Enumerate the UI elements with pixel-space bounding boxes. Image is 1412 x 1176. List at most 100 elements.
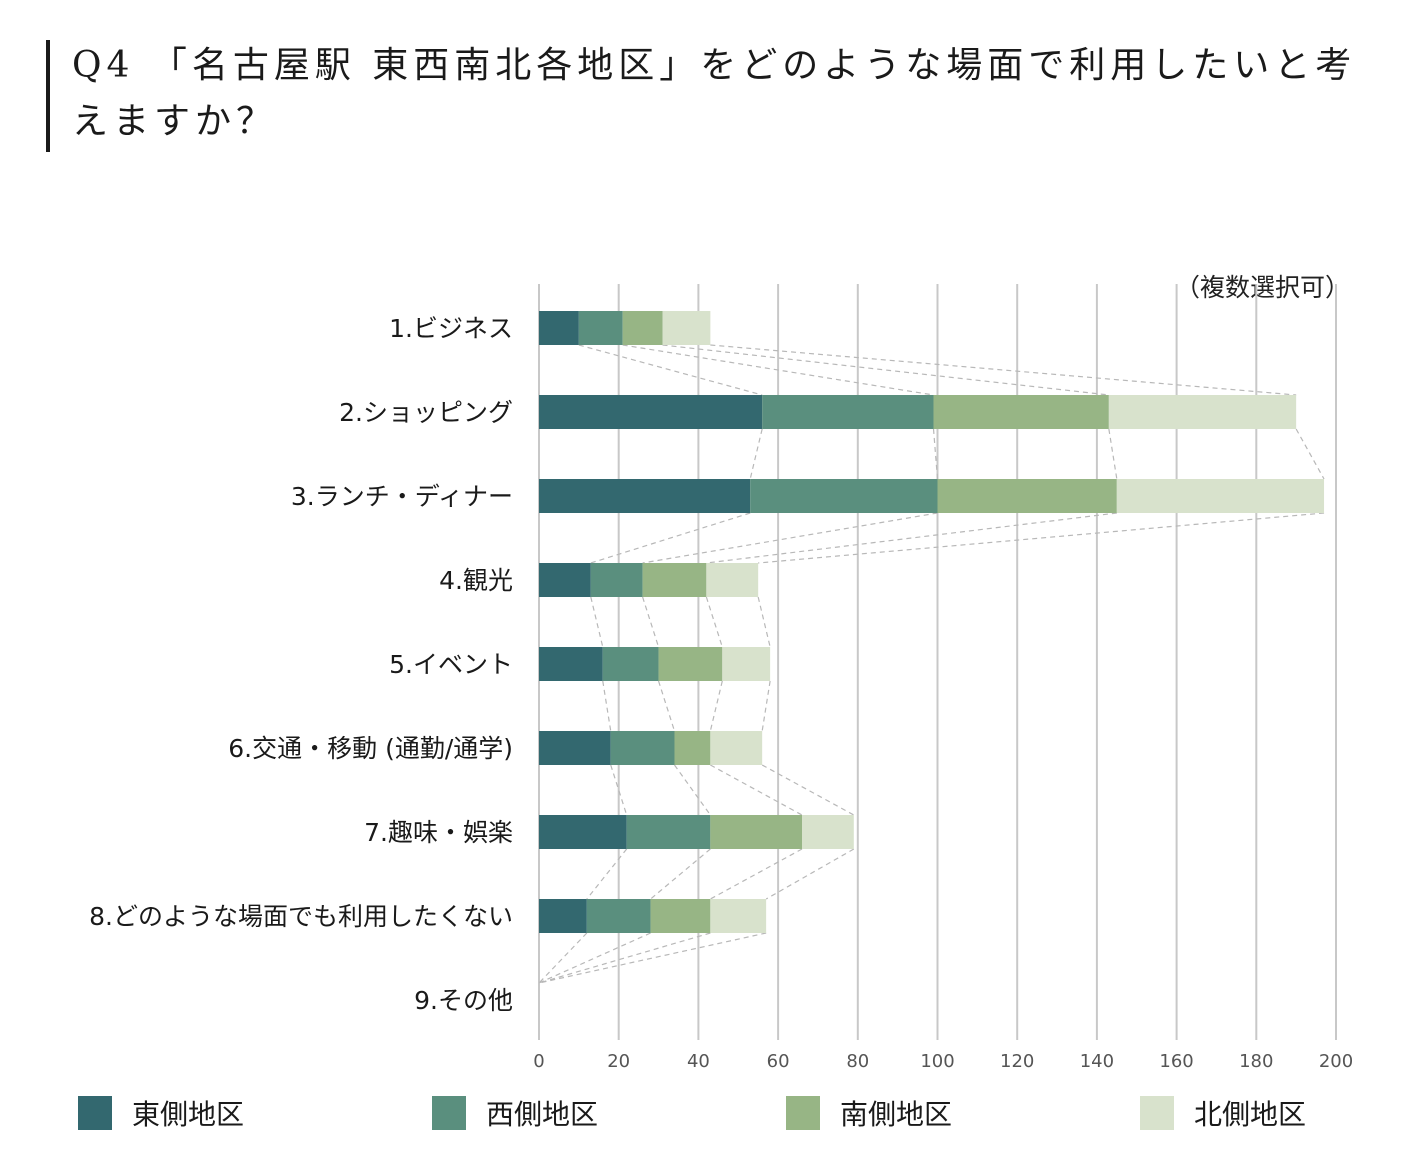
x-tick-label: 180 — [1239, 1051, 1273, 1072]
connector-line — [705, 596, 723, 648]
bar-segment — [586, 899, 651, 933]
bar-segment — [937, 479, 1117, 513]
bar-segment — [710, 899, 767, 933]
connector-line — [710, 848, 803, 900]
x-tick-label: 200 — [1319, 1051, 1353, 1072]
connector-line — [538, 932, 711, 984]
connector-line — [642, 512, 938, 564]
connector-line — [674, 764, 711, 816]
bar-segment — [622, 311, 663, 345]
bar-segment — [650, 899, 711, 933]
connector-line — [706, 512, 1117, 564]
bar-segment — [762, 395, 934, 429]
connector-line — [578, 344, 763, 396]
x-tick-label: 140 — [1080, 1051, 1114, 1072]
connector-line — [590, 512, 751, 564]
legend-label: 西側地区 — [486, 1098, 599, 1131]
stacked-bar-chart: 1.ビジネス 2.ショッピング 3.ランチ・ディナー 4.観光 5.イベント 6.交通・移… — [89, 284, 1353, 1072]
bar-segment — [539, 731, 611, 765]
title-accent-bar — [46, 40, 50, 152]
bars — [539, 311, 1325, 933]
bar-segment — [642, 563, 707, 597]
connector-line — [758, 512, 1325, 564]
bar-segment — [539, 647, 603, 681]
x-tick-label: 60 — [767, 1051, 790, 1072]
x-tick-label: 20 — [607, 1051, 630, 1072]
legend-swatch — [432, 1096, 466, 1130]
bar-segment — [662, 311, 711, 345]
bar-segment — [674, 731, 711, 765]
legend-swatch — [1140, 1096, 1174, 1130]
category-label: 1.ビジネス — [389, 314, 513, 343]
x-tick-label: 0 — [533, 1051, 544, 1072]
connector-line — [761, 680, 771, 732]
connector-line — [709, 680, 723, 732]
bar-segment — [802, 815, 854, 849]
category-label: 6.交通・移動 (通勤/通学) — [228, 734, 513, 763]
connector-line — [765, 848, 855, 900]
bar-segment — [750, 479, 938, 513]
connector-line — [650, 848, 711, 900]
connector-line — [662, 344, 1109, 396]
bar-segment — [933, 395, 1109, 429]
bar-segment — [710, 815, 803, 849]
category-label: 9.その他 — [414, 986, 513, 1015]
x-tick-label: 100 — [920, 1051, 954, 1072]
legend: 東側地区 西側地区 南側地区 北側地区 — [0, 1090, 1412, 1140]
connector-line — [710, 344, 1297, 396]
bar-segment — [578, 311, 623, 345]
connector-line — [586, 848, 628, 900]
x-tick-label: 40 — [687, 1051, 710, 1072]
legend-label: 北側地区 — [1194, 1098, 1307, 1131]
category-label: 4.観光 — [439, 566, 513, 595]
x-axis-ticks: 0 20 40 60 80 100 120 140 160 180 200 — [533, 1051, 1353, 1072]
connector-line — [590, 596, 604, 648]
legend-item: 北側地区 — [1140, 1090, 1306, 1136]
connector-line — [642, 596, 660, 648]
connector-line — [602, 680, 612, 732]
x-tick-label: 80 — [846, 1051, 869, 1072]
x-tick-label: 120 — [1000, 1051, 1034, 1072]
bar-segment — [539, 479, 751, 513]
bar-segment — [626, 815, 711, 849]
connector-line — [710, 764, 803, 816]
connector-line — [657, 680, 676, 732]
bar-segment — [539, 815, 627, 849]
category-label: 3.ランチ・ディナー — [291, 482, 513, 511]
bar-segment — [539, 395, 763, 429]
bar-segment — [1108, 395, 1297, 429]
bar-segment — [658, 647, 723, 681]
category-labels: 1.ビジネス 2.ショッピング 3.ランチ・ディナー 4.観光 5.イベント 6.交通・移… — [89, 314, 513, 1015]
legend-label: 南側地区 — [840, 1098, 953, 1131]
connector-line — [761, 764, 855, 816]
legend-swatch — [786, 1096, 820, 1130]
legend-label: 東側地区 — [132, 1098, 245, 1131]
connector-line — [1295, 428, 1325, 480]
bar-segment — [1116, 479, 1325, 513]
x-tick-label: 160 — [1159, 1051, 1193, 1072]
connector-line — [622, 344, 934, 396]
bar-segment — [590, 563, 643, 597]
bar-segment — [539, 563, 591, 597]
legend-item: 西側地区 — [432, 1090, 598, 1136]
bar-segment — [539, 899, 587, 933]
connector-lines — [538, 344, 1325, 984]
page-title: Q4 「名古屋駅 東西南北各地区」をどのような場面で利用したいと考えますか？ — [72, 45, 1357, 142]
bar-segment — [610, 731, 675, 765]
bar-segment — [722, 647, 771, 681]
connector-line — [538, 932, 588, 984]
multiple-choice-note: （複数選択可） — [1174, 273, 1350, 302]
category-label: 5.イベント — [389, 650, 513, 679]
category-label: 2.ショッピング — [339, 398, 513, 427]
connector-line — [757, 596, 771, 648]
bar-segment — [539, 311, 579, 345]
connector-line — [749, 428, 763, 480]
category-label: 8.どのような場面でも利用したくない — [89, 902, 513, 931]
bar-segment — [710, 731, 763, 765]
legend-item: 南側地区 — [786, 1090, 952, 1136]
bar-segment — [602, 647, 659, 681]
connector-line — [1108, 428, 1118, 480]
category-label: 7.趣味・娯楽 — [364, 818, 513, 847]
connector-line — [538, 932, 651, 984]
bar-segment — [706, 563, 759, 597]
